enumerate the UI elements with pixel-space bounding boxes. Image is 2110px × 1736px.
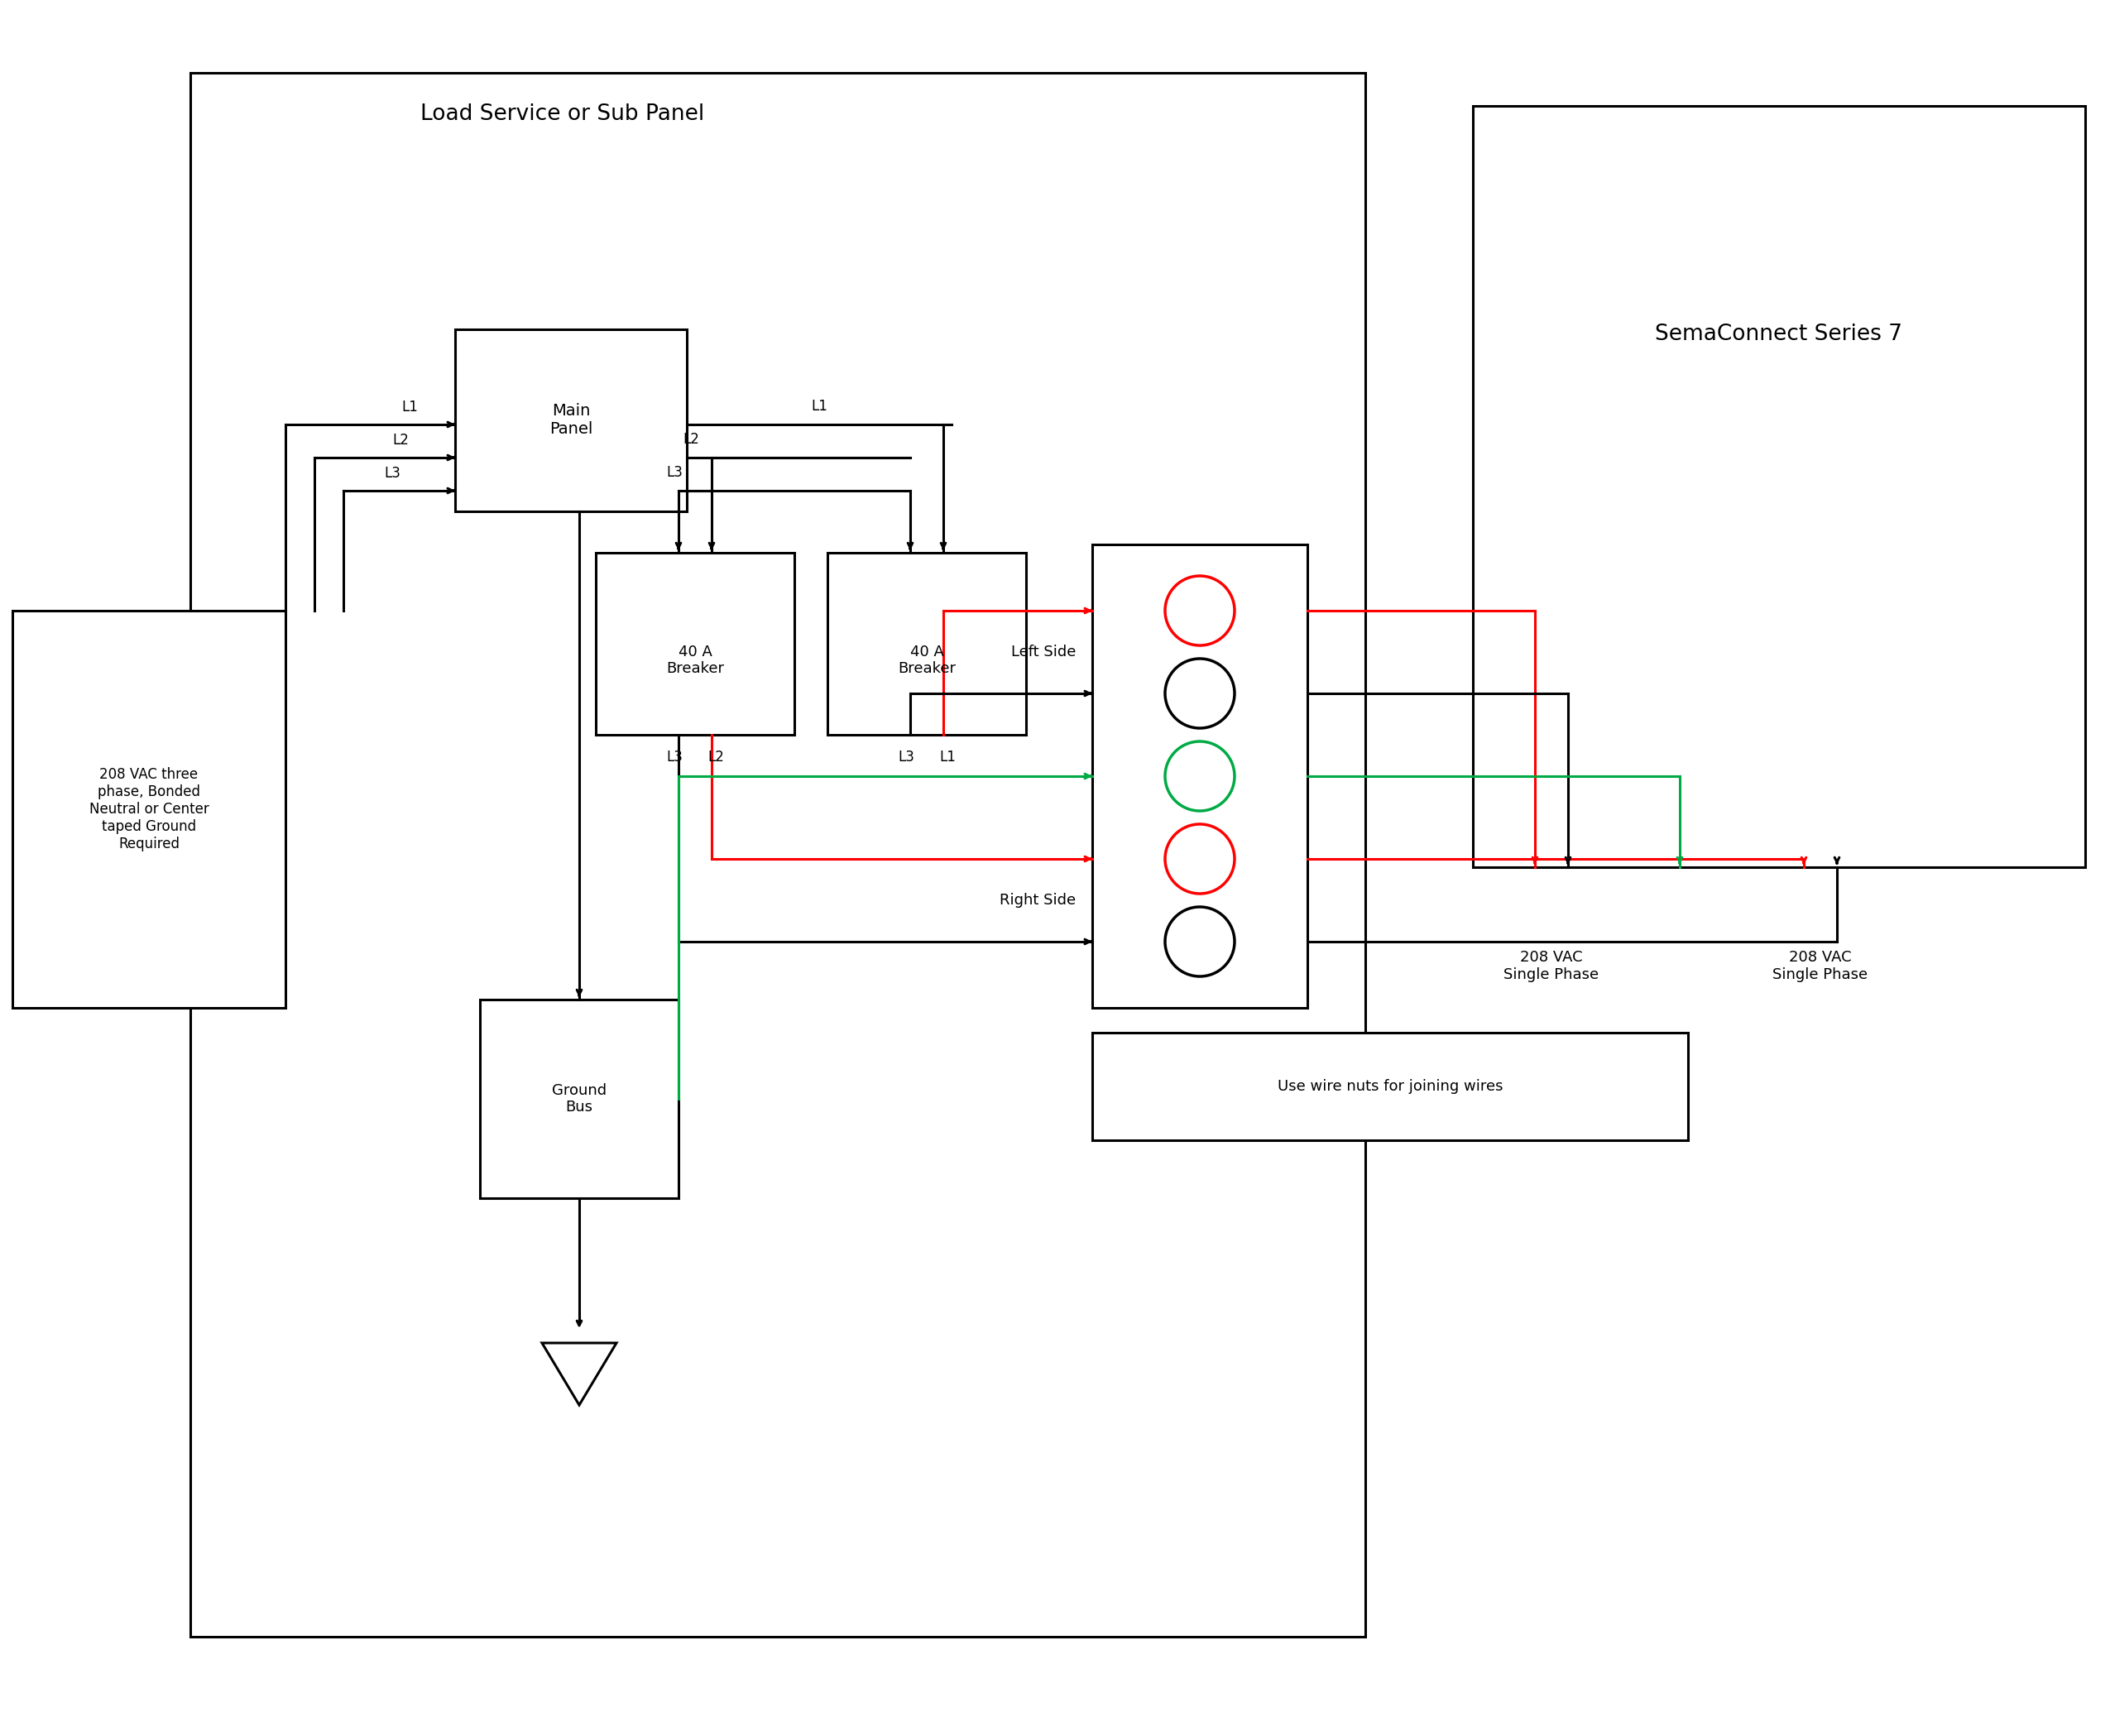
Bar <box>479 1000 679 1198</box>
Bar <box>1093 1033 1688 1141</box>
Text: Left Side: Left Side <box>1011 644 1076 660</box>
Text: Main
Panel: Main Panel <box>549 403 593 437</box>
Text: L3: L3 <box>384 465 401 481</box>
Bar <box>13 611 285 1009</box>
Text: L2: L2 <box>392 432 409 448</box>
Text: L3: L3 <box>667 750 684 764</box>
Bar <box>827 552 1025 734</box>
Text: L1: L1 <box>810 399 827 413</box>
Bar <box>595 552 793 734</box>
Text: Ground
Bus: Ground Bus <box>553 1083 606 1115</box>
Text: 40 A
Breaker: 40 A Breaker <box>667 644 724 677</box>
Bar <box>456 330 686 512</box>
Text: 40 A
Breaker: 40 A Breaker <box>897 644 956 677</box>
Text: 208 VAC three
phase, Bonded
Neutral or Center
taped Ground
Required: 208 VAC three phase, Bonded Neutral or C… <box>89 767 209 851</box>
Bar <box>190 73 1365 1637</box>
Text: Right Side: Right Side <box>1000 892 1076 908</box>
Bar <box>1093 545 1308 1009</box>
Bar <box>1473 106 2085 868</box>
Text: Load Service or Sub Panel: Load Service or Sub Panel <box>420 104 705 125</box>
Text: Use wire nuts for joining wires: Use wire nuts for joining wires <box>1277 1080 1502 1094</box>
Text: L3: L3 <box>899 750 914 764</box>
Text: L1: L1 <box>939 750 956 764</box>
Text: SemaConnect Series 7: SemaConnect Series 7 <box>1656 323 1903 345</box>
Text: L3: L3 <box>667 465 684 479</box>
Text: 208 VAC
Single Phase: 208 VAC Single Phase <box>1772 950 1867 983</box>
Text: L2: L2 <box>684 432 698 446</box>
Text: L1: L1 <box>401 399 418 415</box>
Text: L2: L2 <box>707 750 724 764</box>
Text: 208 VAC
Single Phase: 208 VAC Single Phase <box>1504 950 1599 983</box>
